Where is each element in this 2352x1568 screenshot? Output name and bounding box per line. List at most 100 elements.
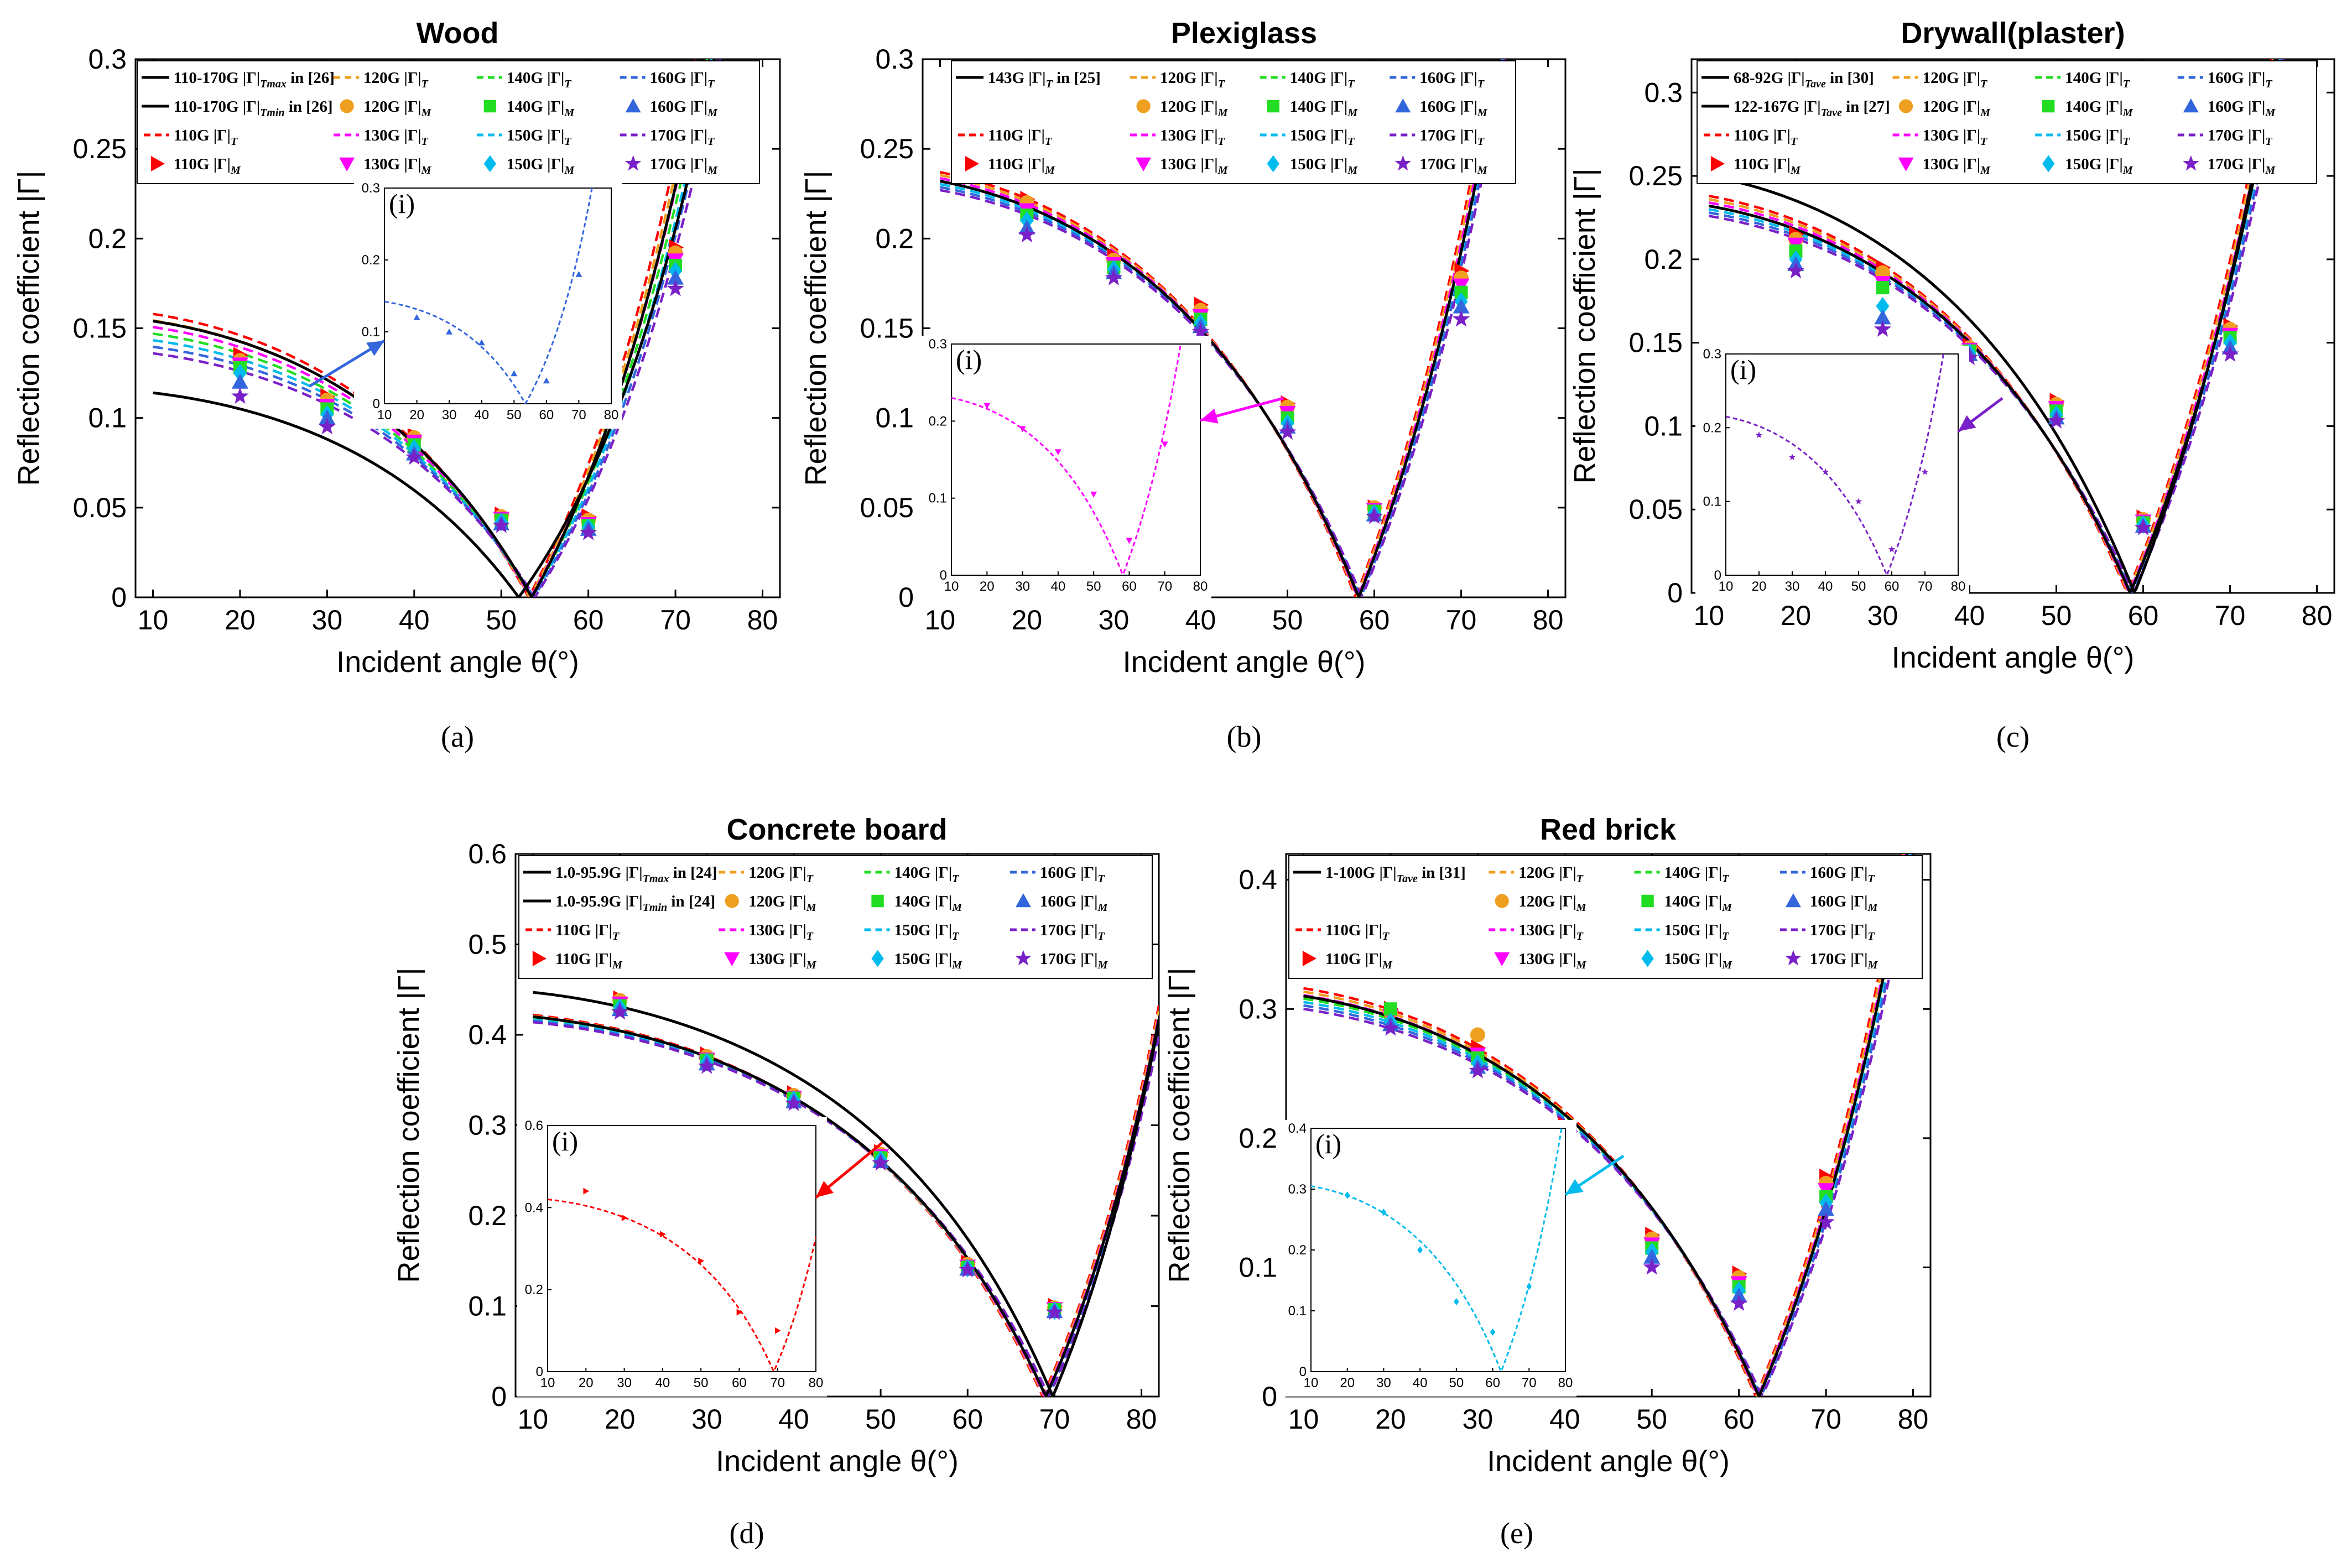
- x-tick-label: 20: [1012, 605, 1043, 635]
- y-tick-label: 0.3: [1644, 77, 1683, 108]
- chart-panel-d: Concrete board 10 20 30 40 50 60 70 80 0 0.1 0.2 0.3…: [392, 813, 1160, 1550]
- inset-tag: (i): [552, 1126, 578, 1157]
- inset-x-tick-label: 20: [409, 408, 424, 423]
- measured-point-170g: [231, 387, 249, 404]
- legend-label: 150G |Γ|T: [894, 921, 960, 942]
- chart-title: Red brick: [1540, 813, 1677, 846]
- inset-tag: (i): [1315, 1128, 1341, 1159]
- legend-entry: 160G |Γ|T: [1390, 69, 1485, 90]
- legend-marker-swatch: [1015, 893, 1031, 908]
- inset-point: [478, 339, 485, 346]
- legend-label: 130G |Γ|M: [1518, 950, 1587, 971]
- legend-entry: 1.0-95.9G |Γ|Tmin in [24]: [523, 893, 715, 914]
- inset-y-tick-label: 0.4: [525, 1200, 543, 1215]
- measured-point-170g: [698, 1057, 716, 1074]
- y-tick-label: 0.2: [88, 223, 127, 254]
- legend-label: 110G |Γ|T: [174, 127, 238, 148]
- legend-label: 130G |Γ|T: [1923, 127, 1988, 148]
- inset-x-tick-label: 60: [1485, 1376, 1500, 1390]
- legend-marker-swatch: [1641, 894, 1654, 908]
- legend-marker-swatch: [1710, 156, 1725, 171]
- legend-entry: 110G |Γ|M: [965, 155, 1055, 176]
- legend-entry: 140G |Γ|M: [483, 98, 575, 119]
- legend-label: 160G |Γ|T: [1419, 69, 1485, 90]
- inset-y-tick-label: 0: [536, 1364, 543, 1379]
- measured-point-170g: [579, 523, 597, 540]
- inset-x-tick-label: 60: [732, 1376, 747, 1390]
- legend-entry: 110G |Γ|M: [1710, 155, 1801, 176]
- legend-label: 1-100G |Γ|Tave in [31]: [1325, 864, 1466, 885]
- legend-entry: 170G |Γ|T: [1390, 127, 1485, 148]
- measured-point-170g: [1191, 322, 1210, 340]
- legend-entry: 140G |Γ|T: [1634, 864, 1729, 885]
- legend-marker-swatch: [625, 155, 642, 171]
- inset-y-tick-label: 0.2: [1288, 1243, 1307, 1258]
- inset-point: [1161, 441, 1168, 448]
- legend: 1-100G |Γ|Tave in [31] 120G |Γ|T 140G |Γ|T…: [1288, 855, 1923, 979]
- legend-entry: 150G |Γ|T: [1260, 127, 1355, 148]
- inset-point: [1344, 1191, 1350, 1199]
- inset-point: [984, 403, 991, 409]
- legend-marker-swatch: [1494, 952, 1510, 966]
- legend-entry: 110G |Γ|M: [1302, 950, 1393, 971]
- measured-point-170g: [611, 1003, 629, 1020]
- legend-entry: 120G |Γ|M: [1136, 98, 1229, 119]
- theory-curve-160g: [939, 59, 1505, 597]
- x-tick-label: 60: [573, 605, 604, 635]
- inset-y-tick-label: 0: [1714, 568, 1721, 583]
- legend-label: 120G |Γ|M: [748, 893, 817, 914]
- x-tick-label: 20: [1375, 1404, 1406, 1435]
- x-axis-label: Incident angle θ(°): [1892, 641, 2135, 674]
- inset-y-tick-label: 0.1: [362, 325, 380, 340]
- legend-label: 120G |Γ|M: [1160, 98, 1229, 119]
- x-tick-label: 70: [1810, 1404, 1841, 1435]
- inset-x-tick-label: 10: [1719, 579, 1734, 594]
- measured-points: [231, 239, 684, 540]
- legend-marker-swatch: [1495, 894, 1509, 908]
- inset-point: [736, 1309, 743, 1316]
- measured-point-140g: [1876, 281, 1890, 295]
- legend-entry: 140G |Γ|M: [2042, 98, 2134, 119]
- legend-label: 110G |Γ|M: [555, 950, 623, 971]
- theory-curve-170g: [533, 1020, 1159, 1397]
- legend-entry: 120G |Γ|M: [340, 98, 432, 119]
- legend-label: 140G |Γ|M: [894, 893, 963, 914]
- theory-curve-110g: [1708, 59, 2273, 593]
- legend-marker-swatch: [871, 950, 884, 967]
- inset-y-tick-label: 0.3: [1288, 1182, 1307, 1197]
- legend-marker-swatch: [2183, 155, 2199, 171]
- y-tick-label: 0.1: [468, 1291, 507, 1322]
- legend-entry: 160G |Γ|M: [1785, 893, 1878, 914]
- legend-marker-swatch: [1267, 100, 1279, 113]
- inset-x-tick-label: 50: [1449, 1376, 1464, 1390]
- inset-x-tick-label: 20: [1340, 1376, 1355, 1390]
- legend-label: 170G |Γ|M: [2208, 155, 2276, 176]
- measured-point-170g: [1105, 269, 1123, 286]
- reference-curve-1: [533, 991, 1159, 1397]
- x-tick-label: 80: [1898, 1404, 1929, 1435]
- x-tick-label: 10: [138, 605, 169, 635]
- legend-marker-swatch: [1136, 99, 1151, 113]
- inset-point: [698, 1257, 705, 1264]
- legend-label: 160G |Γ|M: [1419, 98, 1488, 119]
- legend-marker-swatch: [1899, 99, 1913, 113]
- legend-marker-swatch: [1015, 950, 1032, 966]
- measured-point-160g: [1874, 309, 1891, 325]
- legend-label: 110G |Γ|T: [988, 127, 1052, 148]
- measured-point-140g: [1383, 1002, 1397, 1016]
- legend-label: 170G |Γ|M: [650, 155, 719, 176]
- legend-entry: 110G |Γ|T: [1295, 921, 1390, 942]
- legend-marker-swatch: [625, 98, 641, 113]
- legend-label: 110G |Γ|M: [1325, 950, 1393, 971]
- x-tick-label: 40: [399, 605, 430, 635]
- x-tick-label: 40: [778, 1404, 809, 1435]
- legend-marker-swatch: [2183, 98, 2199, 113]
- legend-label: 130G |Γ|M: [1160, 155, 1229, 176]
- inset-point: [1019, 426, 1026, 433]
- x-tick-label: 30: [691, 1404, 722, 1435]
- inset-point: [1855, 498, 1862, 505]
- measured-point-160g: [667, 269, 684, 285]
- legend-entry: 110G |Γ|T: [144, 127, 238, 148]
- legend-label: 160G |Γ|T: [1810, 864, 1875, 885]
